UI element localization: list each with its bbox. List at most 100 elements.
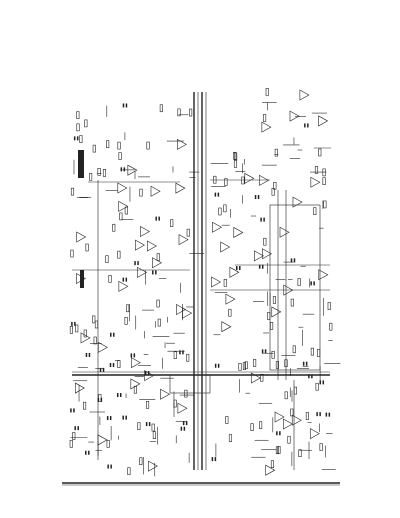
capacitor <box>155 216 157 221</box>
capacitor <box>325 412 328 417</box>
capacitor <box>311 374 313 379</box>
capacitor <box>239 266 241 271</box>
capacitor <box>125 415 127 420</box>
resistor <box>259 421 263 429</box>
capacitor <box>120 167 123 172</box>
resistor <box>159 104 163 113</box>
resistor <box>85 243 89 252</box>
resistor <box>79 135 83 143</box>
resistor <box>98 394 102 402</box>
capacitor <box>211 457 214 462</box>
resistor <box>274 148 278 157</box>
resistor <box>127 467 131 475</box>
resistor <box>84 119 88 128</box>
capacitor <box>236 266 238 271</box>
capacitor <box>217 363 220 368</box>
capacitor <box>260 217 262 222</box>
op-amp <box>152 257 163 269</box>
capacitor <box>133 353 136 358</box>
resistor <box>89 172 93 181</box>
op-amp <box>118 200 129 212</box>
resistor <box>329 322 333 331</box>
resistor <box>139 457 143 466</box>
capacitor <box>123 167 126 172</box>
resistor <box>173 351 177 359</box>
capacitor <box>313 281 315 286</box>
capacitor <box>293 258 296 263</box>
resistor <box>156 299 160 308</box>
capacitor <box>308 374 310 379</box>
op-amp <box>299 89 310 101</box>
capacitor <box>264 349 267 354</box>
components <box>69 88 341 477</box>
resistor <box>284 391 288 400</box>
capacitor <box>310 281 312 286</box>
capacitor <box>110 332 112 337</box>
resistor <box>69 439 73 448</box>
resistor <box>271 187 275 196</box>
resistor <box>298 449 302 457</box>
resistor <box>70 187 75 196</box>
op-amp <box>146 240 157 252</box>
resistor <box>323 200 327 209</box>
resistor <box>271 350 275 359</box>
capacitor <box>74 321 76 326</box>
resistor <box>213 175 217 184</box>
capacitor <box>110 464 112 469</box>
resistor <box>177 108 181 117</box>
capacitor <box>180 426 183 431</box>
op-amp <box>130 357 141 369</box>
resistor <box>92 315 96 324</box>
ic-block <box>169 374 211 394</box>
resistor <box>263 237 267 246</box>
capacitor <box>125 277 128 282</box>
capacitor <box>214 457 217 462</box>
resistor <box>287 435 291 444</box>
resistor <box>223 204 227 213</box>
capacitor <box>276 431 278 436</box>
capacitor <box>217 192 220 197</box>
capacitor <box>185 421 188 426</box>
resistor <box>322 177 326 185</box>
resistor <box>146 400 150 409</box>
resistor <box>139 188 143 197</box>
capacitor <box>328 412 331 417</box>
capacitor <box>85 352 88 357</box>
op-amp <box>182 307 193 319</box>
capacitor <box>112 363 115 368</box>
capacitor <box>316 412 318 417</box>
op-amp <box>292 196 303 208</box>
resistor <box>275 361 279 369</box>
resistor <box>83 329 87 338</box>
resistor <box>322 168 326 177</box>
resistor <box>124 206 128 215</box>
capacitor <box>122 277 125 282</box>
op-amp <box>97 434 108 446</box>
op-amp <box>175 182 186 194</box>
capacitor <box>307 123 309 128</box>
op-amp <box>148 460 158 472</box>
capacitor <box>258 264 261 269</box>
resistor <box>75 324 79 333</box>
capacitor <box>76 136 79 141</box>
resistor <box>250 423 254 431</box>
op-amp <box>135 239 145 251</box>
resistor <box>112 223 116 232</box>
resistor <box>327 302 331 310</box>
connector <box>80 270 84 288</box>
resistor <box>224 178 228 186</box>
resistor <box>117 250 121 259</box>
capacitor <box>302 361 305 366</box>
capacitor <box>254 195 257 200</box>
capacitor <box>74 426 76 431</box>
op-amp <box>309 428 320 440</box>
capacitor <box>109 416 112 421</box>
resistor <box>157 318 161 327</box>
op-amp <box>178 234 189 246</box>
op-amp <box>265 464 276 476</box>
op-amp <box>250 372 261 384</box>
capacitor <box>152 270 154 275</box>
